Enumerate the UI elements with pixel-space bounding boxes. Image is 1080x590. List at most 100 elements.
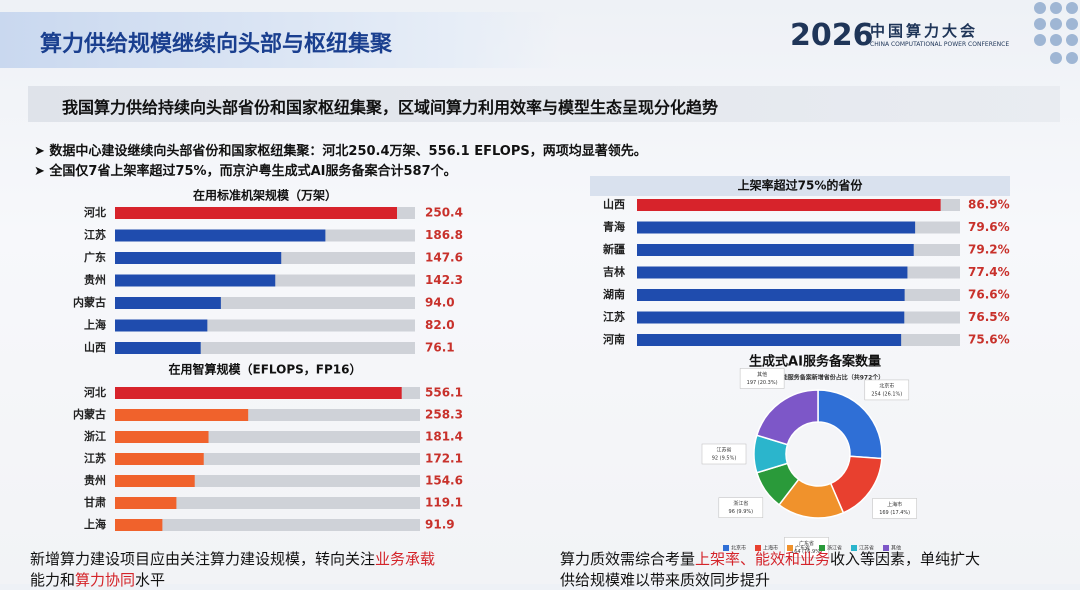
title-band xyxy=(0,12,560,68)
segment-name: 浙江省 xyxy=(733,500,748,507)
segment-name: 上海市 xyxy=(887,501,902,508)
category-label: 湖南 xyxy=(603,287,625,301)
bar xyxy=(115,342,201,354)
legend-label: 江苏省 xyxy=(859,545,874,552)
value-label: 79.6% xyxy=(968,220,1010,234)
bar xyxy=(637,334,902,346)
value-label: 172.1 xyxy=(425,452,463,466)
bar xyxy=(115,431,209,443)
label-box xyxy=(864,379,910,401)
summary-box: 我国算力供给持续向头部省份和国家枢纽集聚，区域间算力利用效率与模型生态呈现分化趋… xyxy=(28,86,1060,122)
value-label: 82.0 xyxy=(425,318,455,332)
bullet-text: 全国仅7省上架率超过75%，而京沪粤生成式AI服务备案合计587个。 xyxy=(49,164,457,179)
label-box xyxy=(718,497,764,518)
segment-name: 广东省 xyxy=(799,540,814,547)
legend-swatch xyxy=(755,545,761,551)
summary-highlight: 分化趋势 xyxy=(654,98,719,117)
bar xyxy=(637,289,905,301)
logo-name: 中国算力大会 xyxy=(870,22,979,40)
category-label: 内蒙古 xyxy=(73,407,106,421)
bar xyxy=(115,475,195,487)
label-box xyxy=(872,498,917,519)
value-label: 154.6 xyxy=(425,474,463,488)
label-box xyxy=(739,368,785,389)
footer-highlight: 算力协同 xyxy=(75,571,136,589)
bar xyxy=(115,387,402,399)
category-label: 广东 xyxy=(84,250,106,264)
bar-track xyxy=(115,497,420,509)
chart-title: 生成式AI服务备案数量 xyxy=(749,354,881,370)
value-label: 91.9 xyxy=(425,518,455,532)
value-label: 76.5% xyxy=(968,310,1010,324)
value-label: 186.8 xyxy=(425,228,463,242)
bar xyxy=(115,519,163,531)
segment-label: 197 (20.3%) xyxy=(747,380,778,386)
value-label: 77.4% xyxy=(968,265,1010,279)
value-label: 147.6 xyxy=(425,251,463,265)
segment-label: 92 (9.5%) xyxy=(712,456,737,462)
legend-swatch xyxy=(787,545,793,551)
value-label: 119.1 xyxy=(425,496,463,510)
legend-swatch xyxy=(819,545,825,551)
category-label: 新疆 xyxy=(603,242,625,256)
bar xyxy=(637,266,908,279)
footer-text: 新增算力建设项目应由关注算力建设规模，转向关注 xyxy=(30,550,376,568)
value-label: 86.9% xyxy=(968,198,1010,212)
legend-label: 浙江省 xyxy=(827,545,842,552)
bar xyxy=(637,199,941,211)
category-label: 浙江 xyxy=(84,429,106,443)
footer-text: 能力和 xyxy=(30,571,76,589)
label-box xyxy=(701,443,747,465)
category-label: 青海 xyxy=(603,220,625,234)
segment-label: 164 (16.9%) xyxy=(791,549,822,555)
footer-text: 收入等因素，单纯扩大 xyxy=(830,550,981,568)
logo-year: 2026 xyxy=(790,18,874,53)
chart-title: 在用智算规模（EFLOPS，FP16） xyxy=(169,362,362,377)
legend-swatch xyxy=(851,545,857,551)
value-label: 94.0 xyxy=(425,296,455,310)
segment-label: 254 (26.1%) xyxy=(871,391,902,397)
category-label: 吉林 xyxy=(603,265,625,279)
bullet: ➤ 数据中心建设继续向头部省份和国家枢纽集聚：河北250.4万架、556.1 E… xyxy=(34,144,647,159)
slide-title: 算力供给规模继续向头部与枢纽集聚 xyxy=(40,32,393,57)
category-label: 上海 xyxy=(84,318,106,332)
category-label: 贵州 xyxy=(84,473,106,487)
chart-subtitle: 生成式人工智能服务备案新增省份占比（共972个） xyxy=(746,374,885,382)
value-label: 76.6% xyxy=(968,288,1010,302)
footer-text: 供给规模难以带来质效同步提升 xyxy=(560,571,771,589)
segment-label: 96 (9.9%) xyxy=(729,509,754,515)
legend-label: 上海市 xyxy=(763,545,778,552)
title-band xyxy=(590,176,1010,196)
category-label: 河南 xyxy=(603,332,625,346)
bar xyxy=(115,297,221,309)
value-label: 142.3 xyxy=(425,273,463,287)
segment-name: 北京市 xyxy=(879,382,894,389)
value-label: 76.1 xyxy=(425,341,455,355)
bar xyxy=(115,409,249,421)
legend-swatch xyxy=(723,545,729,551)
bar xyxy=(637,244,914,256)
donut-segment xyxy=(817,389,883,460)
legend-swatch xyxy=(883,545,889,551)
bar xyxy=(115,453,204,465)
logo-english: CHINA COMPUTATIONAL POWER CONFERENCE xyxy=(870,41,1010,48)
summary: 我国算力供给持续向头部省份和国家枢纽集聚，区域间算力利用效率与模型生态呈现分化趋… xyxy=(62,94,718,118)
legend-label: 北京市 xyxy=(731,545,746,552)
bar xyxy=(637,221,916,234)
category-label: 山西 xyxy=(603,197,625,211)
category-label: 内蒙古 xyxy=(73,295,106,309)
footer-text: 算力质效需综合考量 xyxy=(560,550,696,568)
label-box xyxy=(784,537,829,558)
bar xyxy=(115,319,208,332)
footer-text: 水平 xyxy=(135,571,166,589)
bar xyxy=(115,252,282,264)
category-label: 河北 xyxy=(84,385,106,399)
category-label: 贵州 xyxy=(84,273,106,287)
bar xyxy=(115,229,326,242)
legend-label: 其他 xyxy=(891,545,901,552)
footer-highlight: 上架率、能效和业务 xyxy=(695,550,831,568)
bar xyxy=(115,497,177,509)
bar xyxy=(115,274,276,287)
